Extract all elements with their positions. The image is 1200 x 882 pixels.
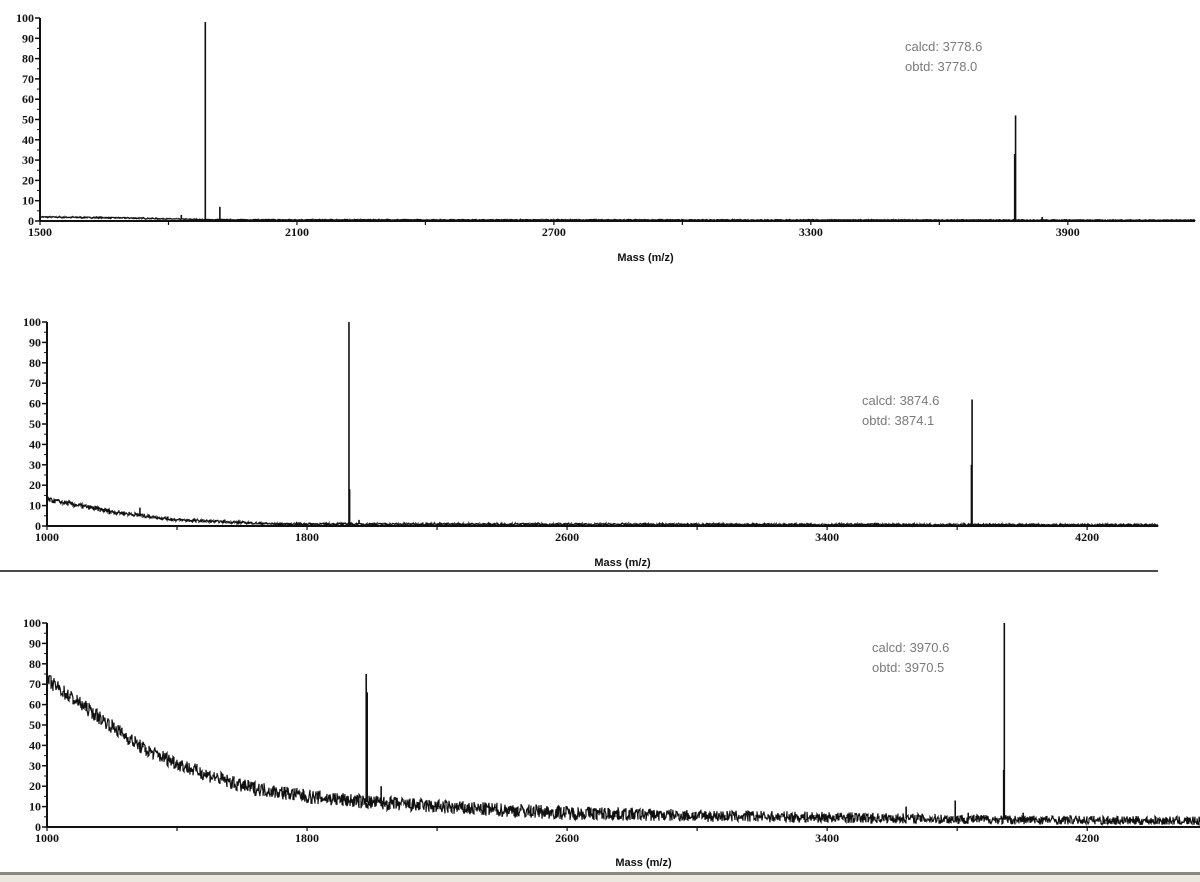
y-tick-label: 60 <box>29 397 41 411</box>
y-tick-label: 100 <box>23 315 41 329</box>
y-tick-label: 0 <box>35 820 41 834</box>
y-tick-label: 10 <box>29 499 41 513</box>
y-tick-label: 40 <box>22 133 34 147</box>
y-tick-label: 80 <box>22 52 34 66</box>
y-tick-label: 50 <box>29 718 41 732</box>
baseline-trace <box>39 215 1196 222</box>
x-tick-label: 1800 <box>295 530 319 544</box>
y-tick-label: 30 <box>29 458 41 472</box>
x-tick-label: 1000 <box>35 831 59 845</box>
x-tick-label: 3400 <box>815 831 839 845</box>
x-tick-label: 2600 <box>555 530 579 544</box>
y-tick-label: 10 <box>22 194 34 208</box>
y-tick-label: 100 <box>16 11 34 25</box>
y-tick-label: 70 <box>29 376 41 390</box>
calculated-mass-annotation: calcd: 3778.6 <box>905 39 982 54</box>
x-tick-label: 3400 <box>815 530 839 544</box>
obtained-mass-annotation: obtd: 3874.1 <box>862 413 934 428</box>
y-tick-label: 60 <box>22 92 34 106</box>
y-tick-label: 80 <box>29 356 41 370</box>
y-tick-label: 30 <box>29 759 41 773</box>
y-tick-label: 20 <box>29 478 41 492</box>
y-tick-label: 30 <box>22 153 34 167</box>
x-tick-label: 4200 <box>1075 831 1099 845</box>
x-tick-label: 2100 <box>285 225 309 239</box>
y-tick-label: 20 <box>29 779 41 793</box>
x-tick-label: 4200 <box>1075 530 1099 544</box>
x-tick-label: 3300 <box>799 225 823 239</box>
y-tick-label: 90 <box>29 335 41 349</box>
baseline-trace <box>46 495 1159 528</box>
y-tick-label: 0 <box>35 519 41 533</box>
bottom-border <box>0 872 1200 875</box>
y-tick-label: 60 <box>29 698 41 712</box>
calculated-mass-annotation: calcd: 3874.6 <box>862 393 939 408</box>
y-tick-label: 70 <box>22 72 34 86</box>
y-tick-label: 0 <box>28 214 34 228</box>
x-axis-label: Mass (m/z) <box>617 252 674 264</box>
x-tick-label: 3900 <box>1056 225 1080 239</box>
y-tick-label: 40 <box>29 437 41 451</box>
x-tick-label: 2600 <box>555 831 579 845</box>
y-tick-label: 100 <box>23 616 41 630</box>
y-tick-label: 50 <box>22 113 34 127</box>
x-axis-label: Mass (m/z) <box>594 557 651 569</box>
spectrum-panel-1: 0 10 20 30 40 50 60 70 80 90 100 1500 2100 2700 3300 39… <box>16 11 1196 264</box>
y-tick-label: 90 <box>29 636 41 650</box>
baseline-trace <box>46 673 1200 827</box>
y-tick-label: 80 <box>29 657 41 671</box>
y-tick-label: 40 <box>29 738 41 752</box>
y-tick-label: 90 <box>22 31 34 45</box>
spectrum-panel-2: 0 10 20 30 40 50 60 70 80 90 100 1000 1800 2600 3400 42… <box>23 315 1159 569</box>
obtained-mass-annotation: obtd: 3778.0 <box>905 59 977 74</box>
y-tick-label: 70 <box>29 677 41 691</box>
x-tick-label: 1000 <box>35 530 59 544</box>
calculated-mass-annotation: calcd: 3970.6 <box>872 640 949 655</box>
x-tick-label: 1500 <box>28 225 52 239</box>
y-tick-label: 50 <box>29 417 41 431</box>
y-tick-label: 20 <box>22 173 34 187</box>
spectrum-panel-3: 0 10 20 30 40 50 60 70 80 90 100 1000 1800 2600 3400 42… <box>23 616 1200 869</box>
x-tick-label: 1800 <box>295 831 319 845</box>
bottom-border-light <box>0 875 1200 882</box>
y-tick-label: 10 <box>29 800 41 814</box>
obtained-mass-annotation: obtd: 3970.5 <box>872 660 944 675</box>
x-axis-label: Mass (m/z) <box>615 857 672 869</box>
x-tick-label: 2700 <box>542 225 566 239</box>
